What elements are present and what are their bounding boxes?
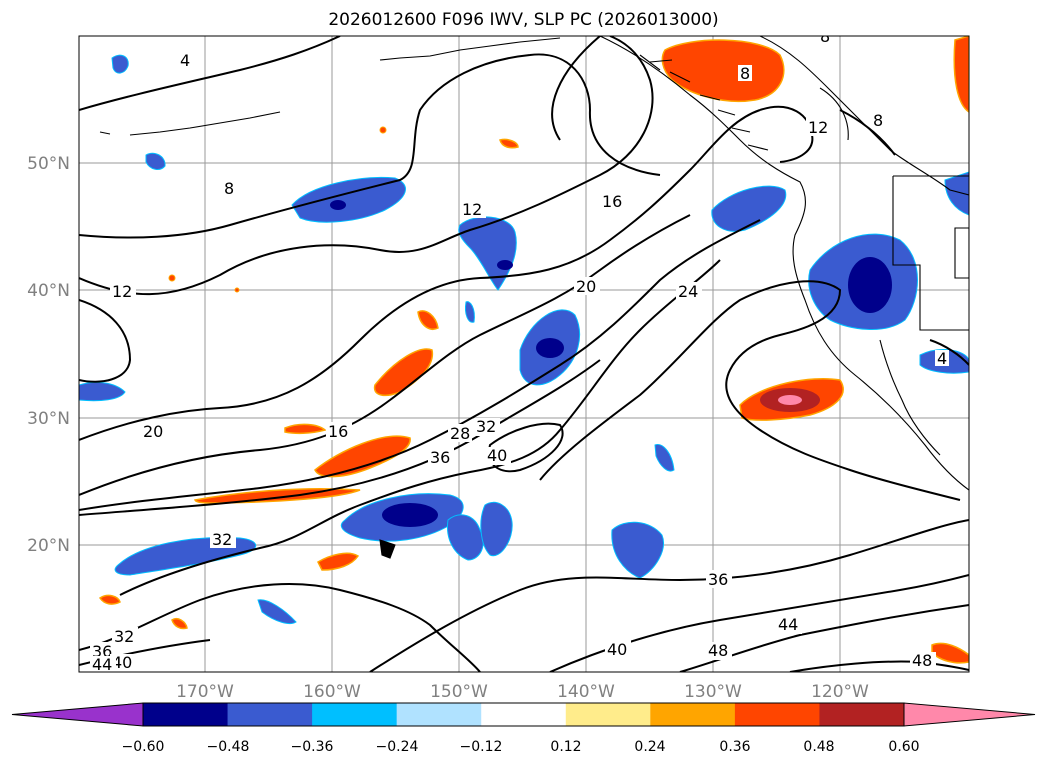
lon-label: 160°W xyxy=(303,682,361,702)
contour-labels: 4 8 8 8 8 12 12 12 16 16 20 20 24 xyxy=(90,27,949,674)
contour-label: 48 xyxy=(912,651,932,670)
contour-label: 40 xyxy=(112,653,132,672)
contour-label: 44 xyxy=(778,615,798,634)
colorbar-extend-low xyxy=(11,702,144,727)
gridlines xyxy=(79,36,969,672)
colorbar-segment xyxy=(734,703,820,726)
lat-label: 30°N xyxy=(27,409,70,429)
contour-label: 4 xyxy=(180,51,190,70)
colorbar-segment xyxy=(481,703,567,726)
colorbar-tick-label: 0.12 xyxy=(550,739,581,755)
contour-label: 8 xyxy=(873,111,883,130)
colorbar-segment xyxy=(312,703,398,726)
contour-label: 16 xyxy=(602,192,622,211)
contour-label: 32 xyxy=(114,627,134,646)
contour-label: 24 xyxy=(678,282,698,301)
contour-label: 40 xyxy=(607,640,627,659)
colorbar-tick-label: 0.48 xyxy=(803,739,834,755)
lat-label: 40°N xyxy=(27,281,70,301)
positive-anomaly-areas xyxy=(98,36,969,664)
contour-label: 16 xyxy=(328,422,348,441)
colorbar-tick-label: −0.36 xyxy=(291,739,334,755)
colorbar-segment xyxy=(565,703,651,726)
colorbar-extend-high xyxy=(903,702,1036,727)
colorbar-tick-label: −0.24 xyxy=(376,739,419,755)
longitude-labels: 170°W 160°W 150°W 140°W 130°W 120°W xyxy=(176,682,869,702)
contour-label: 20 xyxy=(143,422,163,441)
colorbar-tick-label: −0.12 xyxy=(460,739,503,755)
contour-label: 8 xyxy=(740,64,750,83)
contour-label: 28 xyxy=(450,424,470,443)
contour-label: 8 xyxy=(224,179,234,198)
colorbar-tick-label: 0.36 xyxy=(719,739,750,755)
colorbar-segment xyxy=(227,703,313,726)
colorbar-segment xyxy=(819,703,905,726)
contour-label: 40 xyxy=(487,446,507,465)
coastlines xyxy=(99,36,969,559)
lon-label: 120°W xyxy=(811,682,869,702)
latitude-labels: 50°N 40°N 30°N 20°N xyxy=(27,154,70,556)
contour-label: 48 xyxy=(708,641,728,660)
colorbar-tick-label: 0.60 xyxy=(888,739,919,755)
lon-label: 130°W xyxy=(684,682,742,702)
colorbar-tick-label: 0.24 xyxy=(634,739,665,755)
colorbar-segment xyxy=(143,703,229,726)
lon-label: 150°W xyxy=(430,682,488,702)
colorbar-tick-label: −0.60 xyxy=(122,739,165,755)
contour-label: 12 xyxy=(112,282,132,301)
map-frame xyxy=(78,35,970,673)
lon-label: 140°W xyxy=(557,682,615,702)
contour-label: 36 xyxy=(708,570,728,589)
colorbar-segment xyxy=(396,703,482,726)
colorbar-segment xyxy=(650,703,736,726)
contour-label: 12 xyxy=(462,200,482,219)
lat-label: 50°N xyxy=(27,154,70,174)
contour-label: 32 xyxy=(212,530,232,549)
contour-label: 20 xyxy=(576,277,596,296)
colorbar: −0.60 −0.48 −0.36 −0.24 −0.12 0.12 0.24 … xyxy=(11,702,1036,755)
contour-label: 8 xyxy=(820,27,830,46)
lon-label: 170°W xyxy=(176,682,234,702)
colorbar-tick-label: −0.48 xyxy=(207,739,250,755)
contour-label: 12 xyxy=(808,118,828,137)
contour-label: 4 xyxy=(937,349,947,368)
contour-label: 36 xyxy=(430,448,450,467)
contour-label: 32 xyxy=(476,417,496,436)
map-title: 2026012600 F096 IWV, SLP PC (2026013000) xyxy=(328,10,719,30)
colorbar-outline xyxy=(142,702,905,727)
lat-label: 20°N xyxy=(27,536,70,556)
contour-label: 44 xyxy=(92,655,112,674)
